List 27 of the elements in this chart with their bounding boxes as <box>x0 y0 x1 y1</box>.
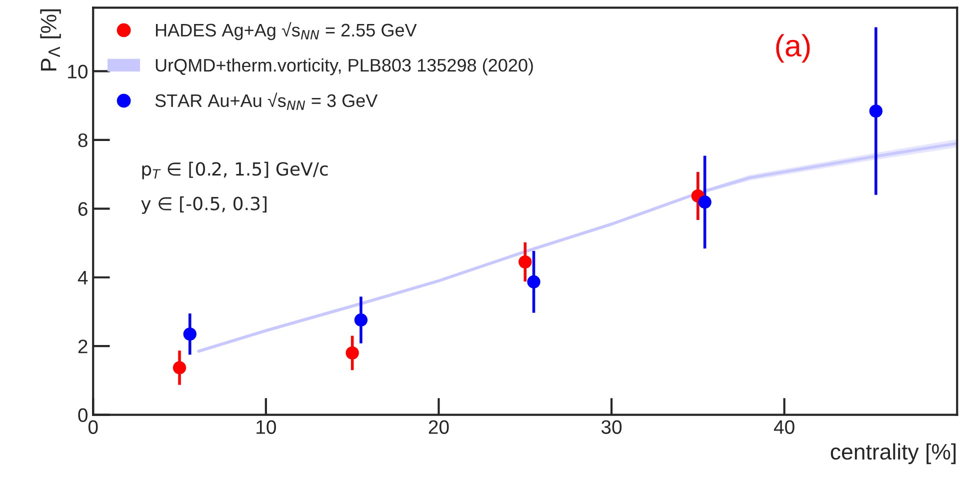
legend-label: HADES Ag+Ag √s$_{NN}$ = 2.55 GeV <box>156 22 417 40</box>
point <box>183 327 196 341</box>
point <box>346 346 359 360</box>
y-tick-label: 0 <box>78 408 88 422</box>
x-tick-label: 20 <box>428 420 449 434</box>
legend-label: STAR Au+Au √s$_{NN}$ = 3 GeV <box>155 92 378 110</box>
point <box>172 361 186 374</box>
x-tick-label: 0 <box>88 420 98 434</box>
annotation: p$_{T}$ ∈ [0.2, 1.5] GeV/c <box>142 162 328 180</box>
legend-label: UrQMD+therm.vorticity, PLB803 135298 (2020) <box>156 58 533 76</box>
y-tick-label: 6 <box>78 202 88 216</box>
annotation: (a) <box>776 34 810 63</box>
point <box>354 313 368 327</box>
point <box>518 255 532 269</box>
y-tick-label: 2 <box>78 340 88 354</box>
annotation: y ∈ [-0.5, 0.3] <box>141 196 266 214</box>
x-tick-label: 30 <box>601 420 622 434</box>
x-axis-title: centrality [%] <box>830 443 956 464</box>
x-tick-label: 40 <box>774 420 794 434</box>
point <box>869 104 882 118</box>
y-tick-label: 4 <box>78 271 88 284</box>
y-tick-label: 10 <box>68 64 88 78</box>
point <box>527 275 540 288</box>
point <box>698 196 712 209</box>
y-tick-label: 8 <box>78 133 88 148</box>
x-tick-label: 10 <box>256 420 276 434</box>
y-axis-title: P$_{Λ}$ [%] <box>40 9 61 71</box>
